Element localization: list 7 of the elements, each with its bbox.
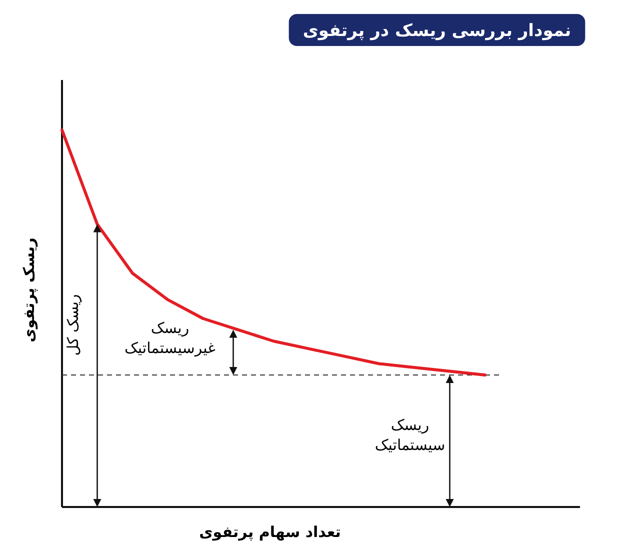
annotation: ریسک کل: [64, 294, 82, 356]
annotation: ریسک سیستماتیک: [374, 416, 446, 454]
title: نمودار بررسی ریسک در پرتفوی: [288, 14, 586, 46]
annotation: ریسک غیرسیستماتیک: [124, 319, 216, 357]
y-axis-title: ریسک پرتفوی: [20, 238, 38, 342]
x-axis-title: تعداد سهام پرتفوی: [199, 523, 341, 541]
chart-title: نمودار بررسی ریسک در پرتفوی: [302, 21, 572, 41]
